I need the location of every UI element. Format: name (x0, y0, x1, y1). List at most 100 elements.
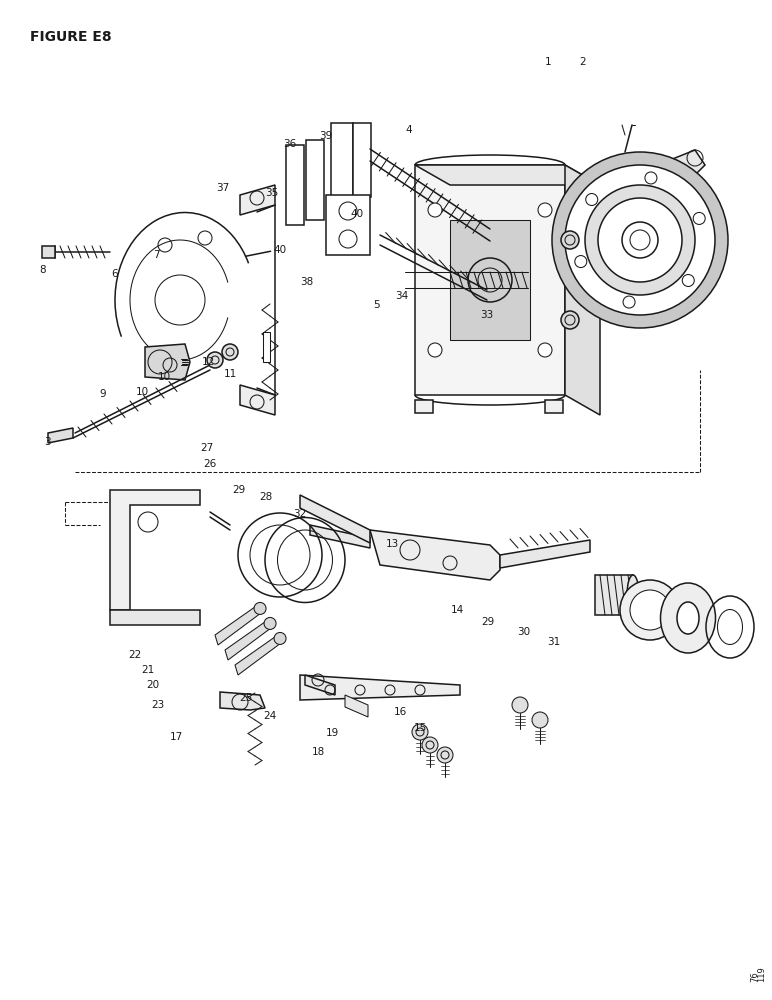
Text: 40: 40 (350, 209, 364, 219)
Text: 13: 13 (385, 539, 399, 549)
Circle shape (222, 344, 238, 360)
Text: 16: 16 (394, 707, 408, 717)
Ellipse shape (661, 583, 716, 653)
Text: 38: 38 (300, 277, 313, 287)
Polygon shape (345, 695, 368, 717)
Polygon shape (305, 675, 335, 695)
Circle shape (437, 747, 453, 763)
Circle shape (274, 632, 286, 644)
Polygon shape (286, 145, 304, 225)
Text: 11: 11 (223, 369, 237, 379)
Circle shape (512, 697, 528, 713)
Text: 7: 7 (153, 250, 159, 260)
Text: 34: 34 (395, 291, 409, 301)
Polygon shape (353, 123, 371, 197)
Text: 10: 10 (136, 387, 150, 397)
Text: 40: 40 (273, 245, 287, 255)
Text: 33: 33 (480, 310, 494, 320)
Text: 9: 9 (100, 389, 106, 399)
Text: 2: 2 (580, 57, 586, 67)
Polygon shape (225, 620, 273, 660)
Text: 27: 27 (200, 443, 214, 453)
Polygon shape (415, 165, 600, 185)
Text: 4: 4 (406, 125, 412, 135)
Circle shape (422, 737, 438, 753)
Polygon shape (42, 246, 55, 258)
Circle shape (428, 203, 442, 217)
Text: 31: 31 (547, 637, 560, 647)
Circle shape (645, 172, 657, 184)
Circle shape (598, 198, 682, 282)
Text: 6: 6 (111, 269, 117, 279)
Polygon shape (545, 400, 563, 413)
Text: 39: 39 (319, 131, 333, 141)
Polygon shape (500, 540, 590, 568)
Polygon shape (220, 692, 265, 710)
Polygon shape (310, 525, 370, 548)
Text: 20: 20 (146, 680, 160, 690)
Circle shape (575, 256, 587, 268)
Polygon shape (326, 195, 370, 255)
Polygon shape (240, 385, 275, 415)
Polygon shape (595, 575, 633, 615)
Circle shape (532, 712, 548, 728)
Ellipse shape (677, 602, 699, 634)
Text: 10: 10 (157, 372, 171, 382)
Circle shape (620, 580, 680, 640)
Text: FIGURE E8: FIGURE E8 (30, 30, 112, 44)
Text: 24: 24 (262, 711, 276, 721)
Polygon shape (48, 428, 73, 443)
Text: 17: 17 (170, 732, 184, 742)
Text: 15: 15 (414, 723, 428, 733)
Polygon shape (300, 675, 460, 700)
Text: 8: 8 (39, 265, 46, 275)
Polygon shape (263, 332, 270, 362)
Text: 14: 14 (451, 605, 465, 615)
Circle shape (682, 274, 694, 286)
Text: 23: 23 (151, 700, 165, 710)
Text: 28: 28 (259, 492, 273, 502)
Polygon shape (240, 185, 275, 215)
Polygon shape (450, 220, 530, 340)
Polygon shape (110, 610, 200, 625)
Text: 5: 5 (374, 300, 380, 310)
Text: 36: 36 (283, 139, 297, 149)
Circle shape (538, 343, 552, 357)
Text: 18: 18 (312, 747, 326, 757)
Text: 19: 19 (325, 728, 339, 738)
Circle shape (561, 231, 579, 249)
Circle shape (207, 352, 223, 368)
Text: 26: 26 (203, 459, 217, 469)
Text: 12: 12 (201, 357, 215, 367)
Circle shape (565, 165, 715, 315)
Polygon shape (110, 490, 200, 610)
Text: 1: 1 (545, 57, 551, 67)
Text: 25: 25 (239, 693, 252, 703)
Circle shape (412, 724, 428, 740)
Text: 22: 22 (128, 650, 142, 660)
Text: 119: 119 (757, 966, 767, 982)
Polygon shape (331, 123, 353, 207)
Polygon shape (215, 605, 263, 645)
Circle shape (585, 185, 695, 295)
Circle shape (538, 203, 552, 217)
Circle shape (693, 212, 705, 224)
Polygon shape (145, 344, 190, 380)
Text: 76: 76 (750, 971, 760, 982)
Polygon shape (306, 140, 324, 220)
Circle shape (428, 343, 442, 357)
Ellipse shape (627, 575, 639, 615)
Circle shape (264, 617, 276, 629)
Text: 37: 37 (216, 183, 230, 193)
Circle shape (623, 296, 635, 308)
Circle shape (254, 602, 266, 614)
Polygon shape (565, 165, 600, 415)
Polygon shape (300, 495, 370, 543)
Text: 30: 30 (517, 627, 531, 637)
Text: 21: 21 (141, 665, 155, 675)
Polygon shape (415, 400, 433, 413)
Circle shape (552, 152, 728, 328)
Text: 32: 32 (293, 509, 306, 519)
Text: 35: 35 (265, 188, 279, 198)
Circle shape (561, 311, 579, 329)
